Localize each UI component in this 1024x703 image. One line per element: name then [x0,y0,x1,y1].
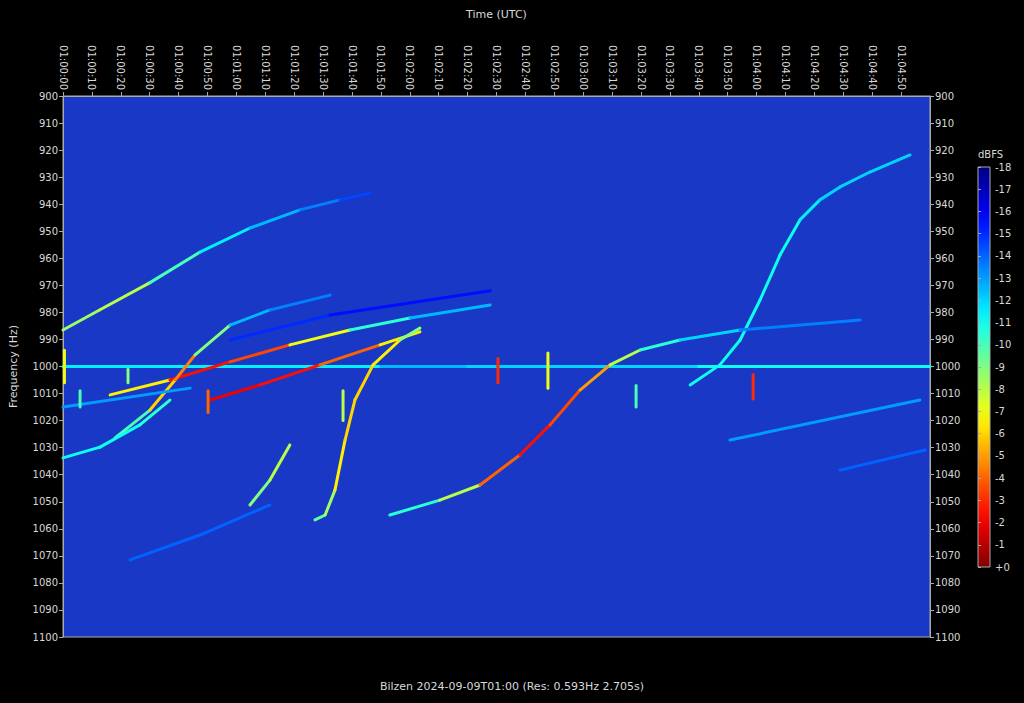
svg-text:01:03:30: 01:03:30 [664,45,675,90]
svg-text:1090: 1090 [935,604,960,615]
svg-text:01:04:30: 01:04:30 [838,45,849,90]
svg-text:1000: 1000 [935,361,960,372]
svg-text:910: 910 [39,118,58,129]
svg-text:01:02:20: 01:02:20 [462,45,473,90]
svg-text:dBFS: dBFS [978,149,1003,160]
svg-text:-3: -3 [995,495,1005,506]
svg-text:-16: -16 [995,206,1011,217]
svg-text:-5: -5 [995,450,1005,461]
svg-text:-2: -2 [995,517,1005,528]
svg-text:1010: 1010 [33,388,58,399]
svg-text:01:00:00: 01:00:00 [58,45,69,90]
svg-text:940: 940 [39,199,58,210]
svg-text:01:01:20: 01:01:20 [289,45,300,90]
svg-text:01:01:10: 01:01:10 [260,45,271,90]
svg-text:01:00:20: 01:00:20 [115,45,126,90]
svg-text:1070: 1070 [935,550,960,561]
svg-text:1090: 1090 [33,604,58,615]
svg-text:1080: 1080 [33,577,58,588]
svg-text:1050: 1050 [935,496,960,507]
svg-text:01:00:50: 01:00:50 [202,45,213,90]
svg-text:1020: 1020 [935,415,960,426]
svg-text:01:03:10: 01:03:10 [607,45,618,90]
svg-text:-4: -4 [995,473,1005,484]
svg-text:Time (UTC): Time (UTC) [465,8,527,21]
svg-text:01:03:20: 01:03:20 [636,45,647,90]
svg-text:01:03:40: 01:03:40 [693,45,704,90]
svg-text:1100: 1100 [935,632,960,643]
svg-text:950: 950 [935,226,954,237]
svg-text:01:02:30: 01:02:30 [491,45,502,90]
svg-text:01:04:20: 01:04:20 [809,45,820,90]
svg-text:1080: 1080 [935,577,960,588]
svg-text:01:02:00: 01:02:00 [404,45,415,90]
svg-text:960: 960 [39,253,58,264]
svg-text:1020: 1020 [33,415,58,426]
svg-text:1030: 1030 [33,442,58,453]
svg-text:-6: -6 [995,428,1005,439]
svg-text:930: 930 [935,172,954,183]
svg-text:01:02:10: 01:02:10 [433,45,444,90]
svg-text:-9: -9 [995,362,1005,373]
svg-text:910: 910 [935,118,954,129]
svg-text:950: 950 [39,226,58,237]
svg-text:920: 920 [39,145,58,156]
svg-text:970: 970 [935,280,954,291]
svg-text:1050: 1050 [33,496,58,507]
svg-text:01:04:40: 01:04:40 [867,45,878,90]
svg-text:01:02:50: 01:02:50 [549,45,560,90]
svg-text:01:01:00: 01:01:00 [231,45,242,90]
svg-text:1100: 1100 [33,632,58,643]
svg-text:1010: 1010 [935,388,960,399]
svg-text:-11: -11 [995,317,1011,328]
svg-text:-14: -14 [995,250,1011,261]
svg-text:Bilzen 2024-09-09T01:00 (Res:: Bilzen 2024-09-09T01:00 (Res: 0.593Hz 2.… [380,680,644,693]
svg-text:920: 920 [935,145,954,156]
svg-text:980: 980 [39,307,58,318]
svg-text:01:03:50: 01:03:50 [722,45,733,90]
svg-text:-15: -15 [995,228,1011,239]
svg-text:-7: -7 [995,406,1005,417]
svg-text:01:01:30: 01:01:30 [318,45,329,90]
svg-text:960: 960 [935,253,954,264]
svg-text:01:04:10: 01:04:10 [780,45,791,90]
svg-text:1030: 1030 [935,442,960,453]
svg-text:-1: -1 [995,539,1005,550]
svg-text:1040: 1040 [33,469,58,480]
svg-text:+0: +0 [995,562,1010,573]
svg-text:01:03:00: 01:03:00 [578,45,589,90]
svg-text:940: 940 [935,199,954,210]
svg-text:990: 990 [935,334,954,345]
svg-text:01:00:30: 01:00:30 [144,45,155,90]
svg-text:01:00:40: 01:00:40 [173,45,184,90]
svg-text:1060: 1060 [33,523,58,534]
svg-text:-10: -10 [995,339,1011,350]
svg-text:Frequency (Hz): Frequency (Hz) [7,325,20,408]
svg-text:980: 980 [935,307,954,318]
svg-text:930: 930 [39,172,58,183]
svg-text:01:00:10: 01:00:10 [86,45,97,90]
svg-text:900: 900 [39,91,58,102]
svg-text:-17: -17 [995,184,1011,195]
svg-text:01:01:50: 01:01:50 [375,45,386,90]
svg-text:-8: -8 [995,384,1005,395]
svg-text:1070: 1070 [33,550,58,561]
svg-text:970: 970 [39,280,58,291]
svg-text:900: 900 [935,91,954,102]
svg-text:01:01:40: 01:01:40 [347,45,358,90]
svg-text:01:04:00: 01:04:00 [751,45,762,90]
svg-text:1040: 1040 [935,469,960,480]
svg-text:01:04:50: 01:04:50 [896,45,907,90]
svg-text:-13: -13 [995,273,1011,284]
svg-text:-18: -18 [995,162,1011,173]
svg-text:1000: 1000 [33,361,58,372]
svg-text:01:02:40: 01:02:40 [520,45,531,90]
svg-text:1060: 1060 [935,523,960,534]
svg-text:990: 990 [39,334,58,345]
svg-text:-12: -12 [995,295,1011,306]
